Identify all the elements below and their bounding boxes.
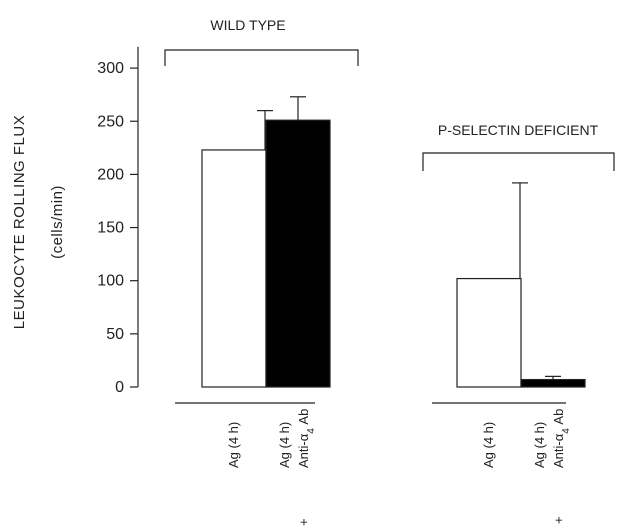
y-tick-label-200: 200 <box>97 166 124 183</box>
x-label-0-1-line1: Ag (4 h) <box>277 422 292 468</box>
y-tick-label-150: 150 <box>97 220 124 237</box>
bar-0-0 <box>201 149 267 388</box>
y-axis: 0 50 100 150 200 250 300 <box>97 46 139 396</box>
y-axis-label: LEUKOCYTE ROLLING FLUX (cells/min) <box>11 115 66 329</box>
group-label-0: WILD TYPE <box>210 17 285 33</box>
bar-0-1 <box>265 119 331 388</box>
group-label-1: P-SELECTIN DEFICIENT <box>438 122 599 138</box>
group-bracket-1 <box>422 152 615 171</box>
y-tick-label-0: 0 <box>115 379 124 396</box>
x-label-1-1-line2: Anti-α4 Ab <box>551 409 572 468</box>
y-tick-label-100: 100 <box>97 273 124 290</box>
bar-1-1 <box>520 378 586 388</box>
bar-1-0 <box>456 277 522 388</box>
bars <box>201 119 586 388</box>
y-tick-label-50: 50 <box>106 326 124 343</box>
x-label-0-1-prefix: + <box>296 518 311 526</box>
x-label-1-0: Ag (4 h) <box>481 422 496 468</box>
y-axis-title: LEUKOCYTE ROLLING FLUX <box>11 115 28 329</box>
x-label-1-1-line1: Ag (4 h) <box>532 422 547 468</box>
y-axis-unit: (cells/min) <box>49 185 66 259</box>
y-tick-label-300: 300 <box>97 60 124 77</box>
x-axis-labels: Ag (4 h) Ag (4 h) Anti-α4 Ab + Ag (4 h) Ag (4… <box>175 402 572 526</box>
group-bracket-0 <box>164 49 359 66</box>
x-label-1-1-prefix: + <box>551 516 566 524</box>
group-brackets: WILD TYPE P-SELECTIN DEFICIENT <box>164 17 615 171</box>
x-label-0-0: Ag (4 h) <box>226 422 241 468</box>
x-label-0-1-line2: Anti-α4 Ab <box>296 409 317 468</box>
error-bars <box>257 96 561 380</box>
y-tick-label-250: 250 <box>97 113 124 130</box>
